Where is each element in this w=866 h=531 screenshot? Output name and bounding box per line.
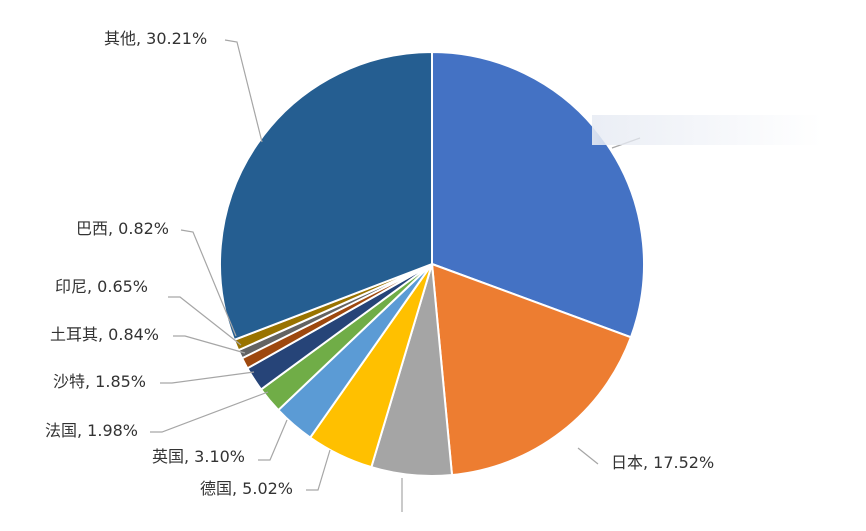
data-label-日本: 日本, 17.52% — [611, 453, 714, 472]
data-label-法国: 法国, 1.98% — [45, 421, 138, 440]
leader-line-日本 — [577, 447, 599, 465]
leader-line-土耳其 — [173, 335, 246, 354]
data-label-巴西: 巴西, 0.82% — [76, 219, 169, 238]
data-label-土耳其: 土耳其, 0.84% — [50, 325, 159, 344]
pie-slice-其他 — [219, 50, 433, 342]
leader-line-德国 — [306, 449, 331, 491]
pie-slices — [219, 50, 645, 477]
data-label-印尼: 印尼, 0.65% — [55, 277, 148, 296]
data-label-沙特: 沙特, 1.85% — [53, 372, 146, 391]
leader-line-法国 — [150, 391, 269, 433]
leader-line-巴西 — [180, 229, 237, 337]
data-labels: 日本, 17.52% 德国, 5.02% 英国, 3.10% 法国, 1.98% 沙特,… — [45, 29, 714, 498]
leader-line-印尼 — [168, 296, 242, 346]
leader-line-沙特 — [160, 371, 255, 384]
data-label-德国: 德国, 5.02% — [200, 479, 293, 498]
data-label-英国: 英国, 3.10% — [152, 447, 245, 466]
pie-slice-日本 — [430, 262, 633, 477]
obscured-label-area — [592, 115, 822, 145]
leader-line-英国 — [258, 419, 288, 461]
data-label-其他: 其他, 30.21% — [104, 29, 207, 48]
leader-line-其他 — [224, 39, 263, 143]
label-leader-lines — [150, 39, 641, 512]
